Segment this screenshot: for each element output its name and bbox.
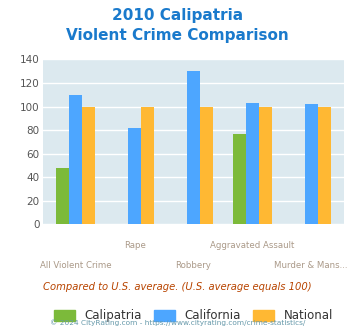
Bar [69,95,82,224]
Bar [187,71,200,224]
Bar [141,107,154,224]
Bar [259,107,272,224]
Text: All Violent Crime: All Violent Crime [40,261,111,270]
Bar [318,107,331,224]
Bar [246,103,259,224]
Bar [305,104,318,224]
Text: Aggravated Assault: Aggravated Assault [210,241,295,250]
Text: Rape: Rape [124,241,146,250]
Bar [82,107,95,224]
Text: Compared to U.S. average. (U.S. average equals 100): Compared to U.S. average. (U.S. average … [43,282,312,292]
Bar [200,107,213,224]
Text: 2010 Calipatria: 2010 Calipatria [112,8,243,23]
Text: Violent Crime Comparison: Violent Crime Comparison [66,28,289,43]
Legend: Calipatria, California, National: Calipatria, California, National [49,305,338,327]
Bar [56,168,69,224]
Bar [233,134,246,224]
Text: Murder & Mans...: Murder & Mans... [274,261,348,270]
Text: © 2024 CityRating.com - https://www.cityrating.com/crime-statistics/: © 2024 CityRating.com - https://www.city… [50,319,305,326]
Text: Robbery: Robbery [175,261,212,270]
Bar [128,128,141,224]
